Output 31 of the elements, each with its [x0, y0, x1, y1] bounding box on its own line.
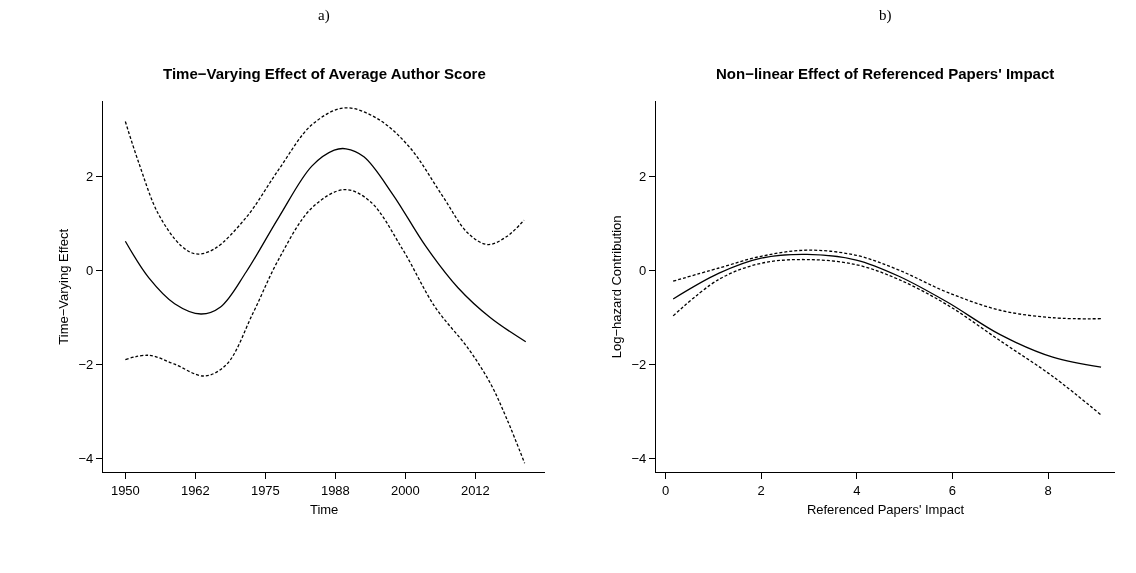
line-series — [124, 147, 527, 343]
line-series — [672, 258, 1102, 416]
text: b) — [879, 7, 892, 24]
y-tick-label: −2 — [631, 356, 647, 372]
x-tick-label: 2012 — [460, 482, 490, 498]
y-tick-label: −4 — [631, 450, 647, 466]
chart-title: Time−Varying Effect of Average Author Score — [163, 65, 486, 82]
y-tick-label: 2 — [86, 169, 94, 185]
x-tick-label: 2 — [757, 482, 765, 498]
x-tick-label: 0 — [661, 482, 670, 498]
x-tick-label: 1975 — [250, 482, 280, 498]
x-axis-title: Time — [309, 502, 339, 518]
y-tick-label: 0 — [86, 262, 94, 278]
y-axis-title: Log−hazard Contribution — [609, 215, 625, 359]
text: a) — [318, 7, 330, 24]
chart-title: Non−linear Effect of Referenced Papers' Impact — [716, 65, 1055, 82]
line-series — [124, 188, 526, 464]
y-tick-label: −4 — [78, 450, 94, 466]
y-axis-title: Time−Varying Effect — [56, 228, 72, 345]
x-axis-title: Referenced Papers' Impact — [806, 502, 965, 518]
x-tick-label: 6 — [948, 482, 956, 498]
x-tick-label: 4 — [853, 482, 861, 498]
x-tick-label: 8 — [1044, 482, 1052, 498]
x-tick-label: 1950 — [110, 482, 140, 498]
x-tick-label: 1962 — [180, 482, 210, 498]
y-tick-label: −2 — [78, 356, 94, 372]
line-series — [124, 107, 525, 255]
x-tick-label: 1988 — [320, 482, 350, 498]
y-tick-label: 2 — [639, 169, 647, 185]
x-tick-label: 2000 — [390, 482, 420, 498]
y-tick-label: 0 — [639, 262, 647, 278]
